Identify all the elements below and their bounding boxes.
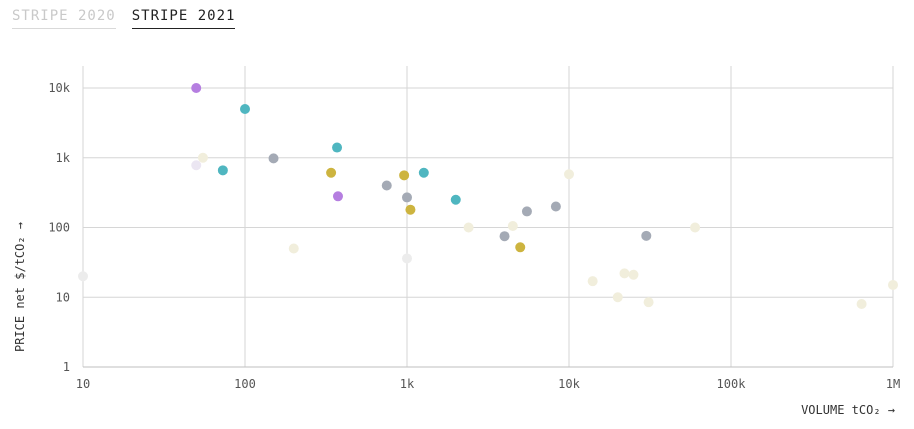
data-point[interactable] (405, 204, 416, 215)
data-point[interactable] (619, 268, 630, 279)
data-point[interactable] (197, 152, 208, 163)
tab-stripe-2021[interactable]: STRIPE 2021 (131, 8, 236, 29)
data-point[interactable] (332, 142, 343, 153)
data-point[interactable] (191, 160, 202, 171)
data-point[interactable] (499, 231, 510, 242)
x-tick-label: 1k (400, 377, 415, 391)
data-points (78, 83, 898, 310)
data-point[interactable] (463, 222, 474, 233)
data-point[interactable] (507, 221, 518, 232)
x-tick-label: 100k (717, 377, 747, 391)
x-tick-label: 10 (76, 377, 90, 391)
data-point[interactable] (550, 201, 561, 212)
x-tick-label: 10k (558, 377, 580, 391)
data-point[interactable] (288, 243, 299, 254)
x-axis-title: VOLUME tCO₂ → (801, 403, 895, 417)
year-tabs: STRIPE 2020 STRIPE 2021 (12, 8, 236, 29)
y-axis-title: PRICE net $/tCO₂ → (13, 222, 27, 352)
data-point[interactable] (191, 83, 202, 93)
y-tick-label: 1 (63, 360, 70, 374)
y-tick-label: 100 (48, 221, 70, 235)
data-point[interactable] (564, 169, 574, 180)
data-point[interactable] (78, 271, 88, 282)
tab-stripe-2020[interactable]: STRIPE 2020 (12, 8, 116, 29)
data-point[interactable] (399, 170, 410, 181)
grid (82, 66, 894, 368)
data-point[interactable] (418, 167, 429, 178)
data-point[interactable] (643, 297, 654, 308)
data-point[interactable] (521, 206, 532, 217)
x-tick-label: 1M (886, 377, 900, 391)
x-tick-label: 100 (234, 377, 256, 391)
data-point[interactable] (690, 222, 701, 233)
data-point[interactable] (612, 292, 623, 303)
data-point[interactable] (402, 253, 412, 264)
x-axis-ticks: 10 100 1k 10k 100k 1M (76, 377, 900, 391)
y-tick-label: 10k (48, 81, 70, 95)
data-point[interactable] (268, 153, 279, 164)
y-tick-label: 1k (56, 151, 71, 165)
data-point[interactable] (641, 230, 652, 241)
data-point[interactable] (381, 180, 392, 191)
data-point[interactable] (332, 191, 343, 202)
data-point[interactable] (326, 167, 337, 178)
y-axis-ticks: 1 10 100 1k 10k (48, 81, 70, 374)
data-point[interactable] (587, 276, 598, 287)
data-point[interactable] (450, 194, 461, 205)
data-point[interactable] (515, 242, 526, 253)
data-point[interactable] (402, 192, 412, 203)
data-point[interactable] (888, 279, 898, 290)
data-point[interactable] (240, 103, 250, 114)
y-tick-label: 10 (56, 290, 70, 304)
data-point[interactable] (856, 299, 867, 310)
data-point[interactable] (628, 269, 639, 280)
data-point[interactable] (217, 165, 228, 176)
